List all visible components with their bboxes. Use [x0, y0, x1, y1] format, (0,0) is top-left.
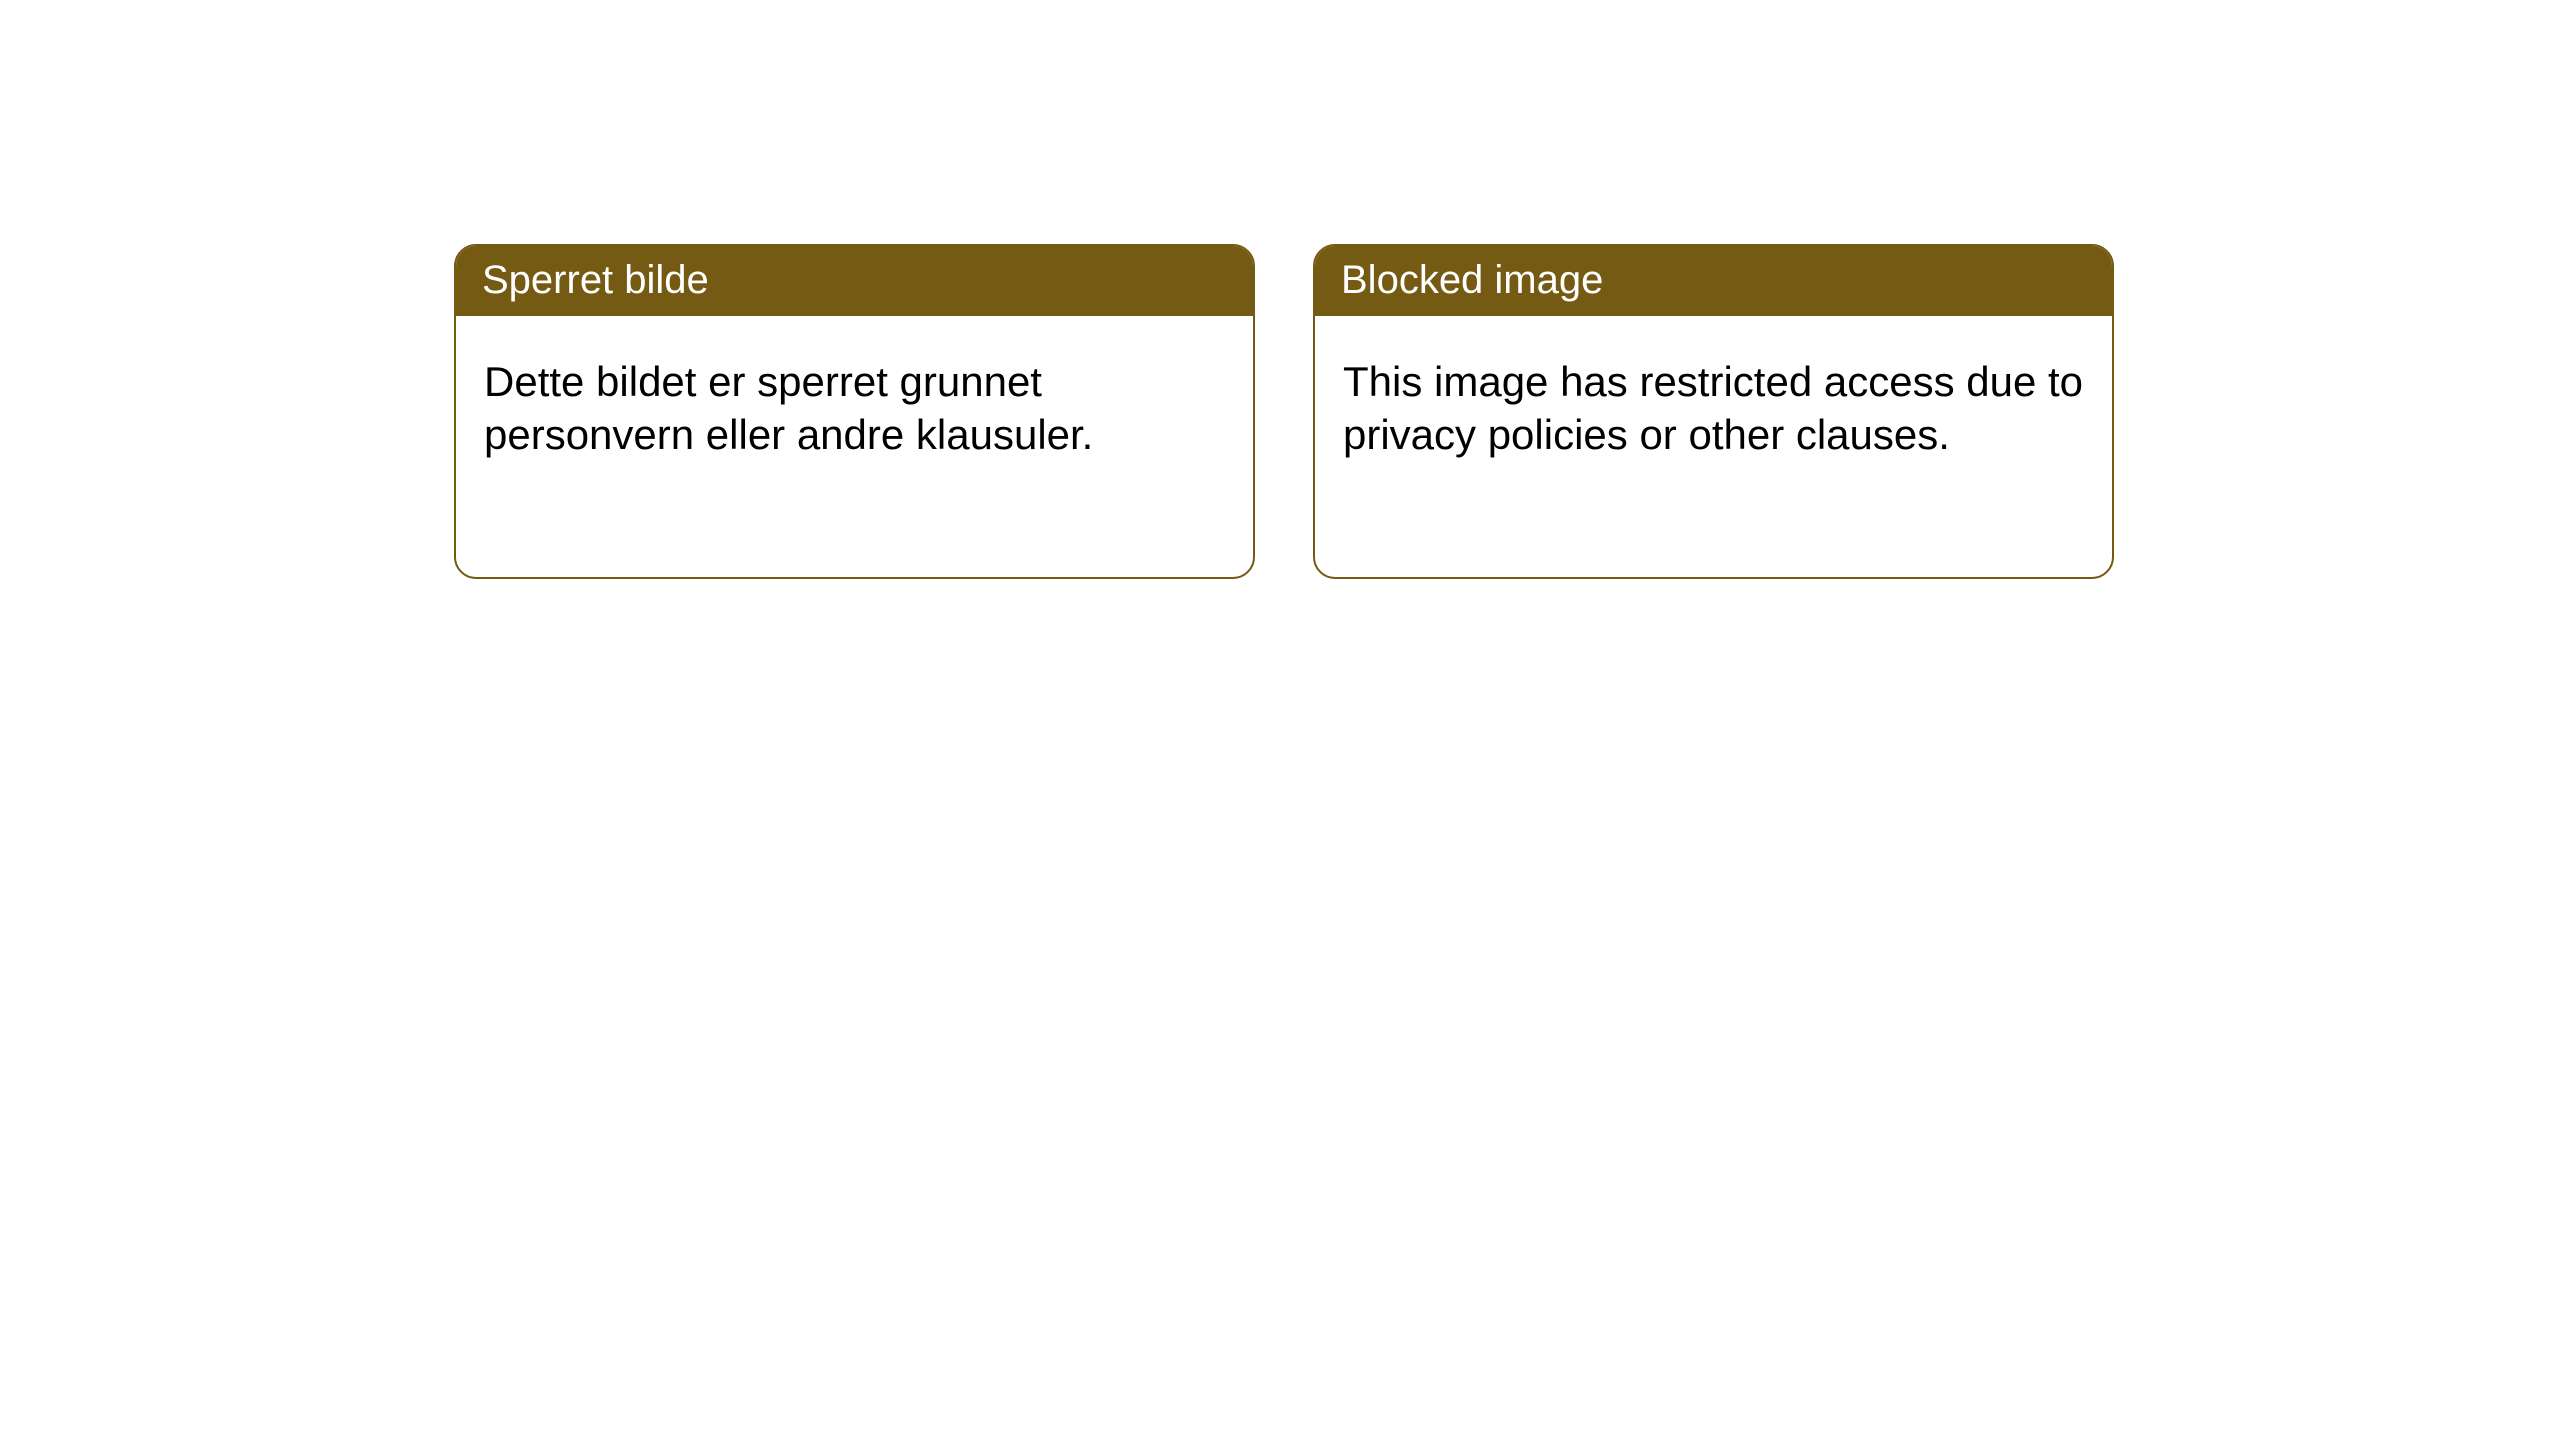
notice-card-norwegian: Sperret bilde Dette bildet er sperret gr… — [454, 244, 1255, 579]
notice-card-body: This image has restricted access due to … — [1315, 316, 2112, 489]
notice-card-header: Sperret bilde — [456, 246, 1253, 316]
notice-card-body: Dette bildet er sperret grunnet personve… — [456, 316, 1253, 489]
notice-card-english: Blocked image This image has restricted … — [1313, 244, 2114, 579]
notice-cards-container: Sperret bilde Dette bildet er sperret gr… — [0, 0, 2560, 579]
notice-card-header: Blocked image — [1315, 246, 2112, 316]
